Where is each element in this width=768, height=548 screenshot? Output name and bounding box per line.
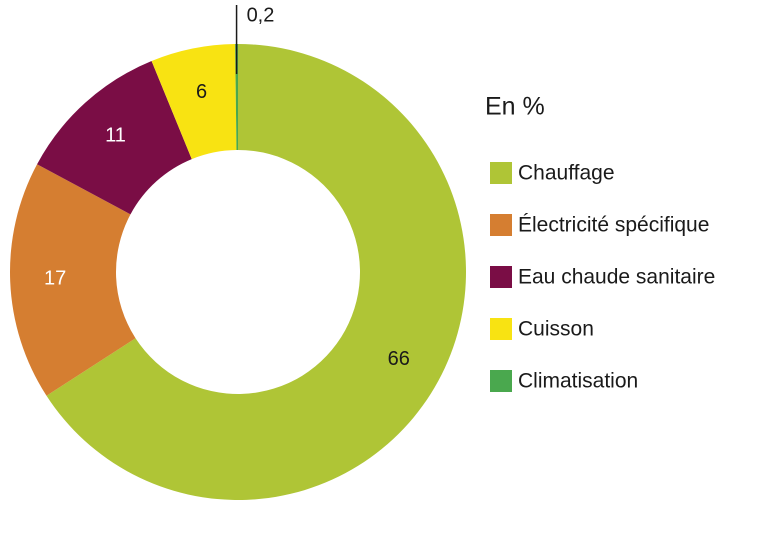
value-label: 17 [44,268,66,290]
slice [46,44,467,500]
legend-label: Chauffage [518,162,615,185]
value-label: 66 [388,348,410,370]
slice [9,164,136,396]
slice [37,61,192,215]
legend-swatch [490,214,512,236]
value-label: 6 [196,81,207,103]
legend-label: Climatisation [518,370,638,393]
legend-label: Eau chaude sanitaire [518,266,715,289]
value-label: 0,2 [247,4,275,26]
slice [151,44,237,160]
legend-title: En % [485,93,545,121]
legend-label: Cuisson [518,318,594,341]
legend-label: Électricité spécifique [518,214,709,237]
legend-swatch [490,318,512,340]
value-label: 11 [105,124,126,146]
legend-swatch [490,162,512,184]
legend-swatch [490,266,512,288]
legend-swatch [490,370,512,392]
